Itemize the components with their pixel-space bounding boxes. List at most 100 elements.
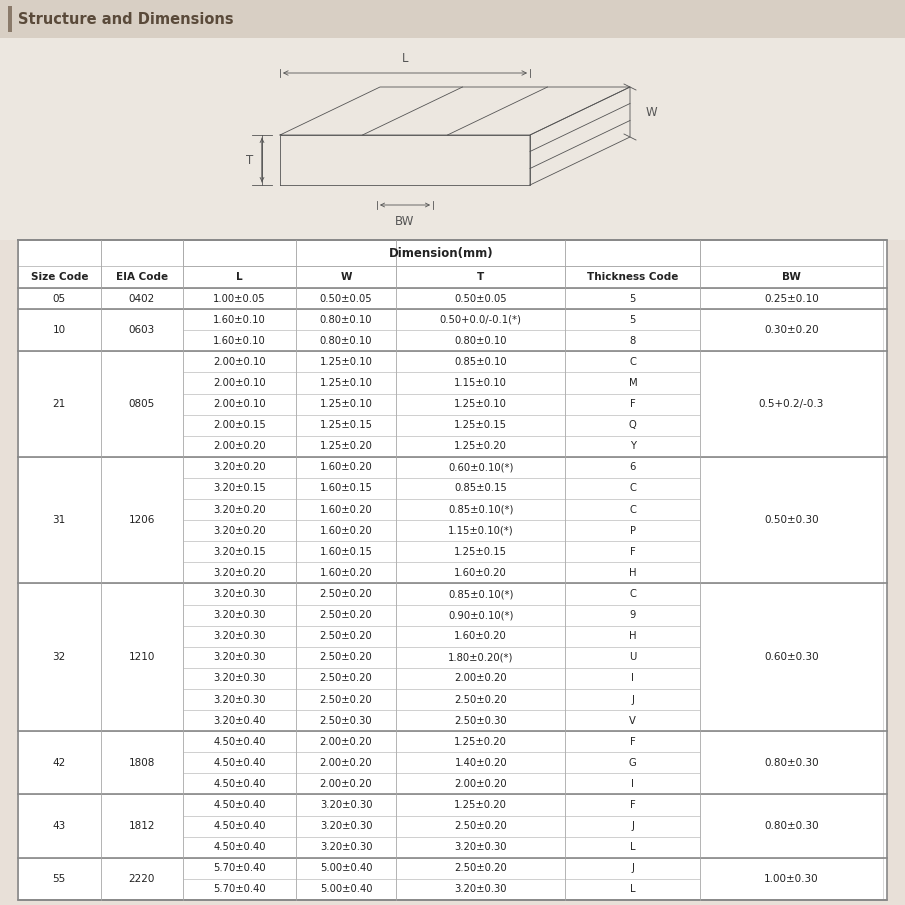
Bar bbox=[296, 351, 396, 373]
Bar bbox=[183, 435, 296, 457]
Text: 3.20±0.30: 3.20±0.30 bbox=[214, 673, 266, 683]
Bar bbox=[18, 457, 100, 584]
Bar bbox=[396, 689, 566, 710]
Text: 3.20±0.30: 3.20±0.30 bbox=[214, 631, 266, 642]
Text: J: J bbox=[632, 821, 634, 831]
Bar bbox=[18, 310, 100, 351]
Bar bbox=[566, 478, 700, 499]
Bar bbox=[100, 795, 183, 858]
Bar bbox=[566, 310, 700, 330]
Bar bbox=[296, 310, 396, 330]
Text: 1808: 1808 bbox=[129, 757, 155, 767]
Bar bbox=[566, 520, 700, 541]
Bar bbox=[566, 625, 700, 647]
Text: 0.80±0.10: 0.80±0.10 bbox=[319, 315, 372, 325]
Text: 4.50±0.40: 4.50±0.40 bbox=[214, 821, 266, 831]
Bar bbox=[183, 520, 296, 541]
Text: 2.50±0.30: 2.50±0.30 bbox=[319, 716, 372, 726]
Text: 3.20±0.30: 3.20±0.30 bbox=[214, 694, 266, 704]
Text: 9: 9 bbox=[630, 610, 636, 620]
Text: M: M bbox=[628, 378, 637, 388]
Text: C: C bbox=[629, 483, 636, 493]
Text: 2.00±0.20: 2.00±0.20 bbox=[454, 673, 507, 683]
Bar bbox=[700, 351, 882, 457]
Text: 1.25±0.10: 1.25±0.10 bbox=[319, 378, 373, 388]
Text: 5.00±0.40: 5.00±0.40 bbox=[319, 863, 372, 873]
Bar bbox=[700, 288, 882, 310]
Text: 0.85±0.10: 0.85±0.10 bbox=[454, 357, 507, 367]
Bar bbox=[296, 584, 396, 605]
Text: T: T bbox=[477, 272, 484, 282]
Bar bbox=[296, 625, 396, 647]
Text: 3.20±0.20: 3.20±0.20 bbox=[214, 568, 266, 578]
Text: 3.20±0.30: 3.20±0.30 bbox=[214, 610, 266, 620]
Bar bbox=[396, 499, 566, 520]
Text: 21: 21 bbox=[52, 399, 66, 409]
Text: 32: 32 bbox=[52, 653, 66, 662]
Bar bbox=[296, 605, 396, 625]
Bar bbox=[296, 541, 396, 562]
Text: 4.50±0.40: 4.50±0.40 bbox=[214, 737, 266, 747]
Bar bbox=[396, 457, 566, 478]
Bar bbox=[296, 668, 396, 689]
Text: 1812: 1812 bbox=[129, 821, 155, 831]
Bar bbox=[183, 605, 296, 625]
Text: 2.50±0.20: 2.50±0.20 bbox=[319, 673, 373, 683]
Bar bbox=[700, 310, 882, 351]
Bar bbox=[566, 858, 700, 879]
Text: 55: 55 bbox=[52, 874, 66, 884]
Bar bbox=[296, 689, 396, 710]
Text: 1.25±0.20: 1.25±0.20 bbox=[454, 800, 507, 810]
Bar bbox=[296, 288, 396, 310]
Bar bbox=[100, 731, 183, 795]
Bar bbox=[183, 288, 296, 310]
Text: 05: 05 bbox=[52, 293, 66, 303]
Text: T: T bbox=[246, 154, 253, 167]
Bar bbox=[183, 689, 296, 710]
Bar bbox=[100, 266, 183, 288]
Bar bbox=[183, 457, 296, 478]
Text: 0.90±0.10(*): 0.90±0.10(*) bbox=[448, 610, 513, 620]
Text: Dimension(mm): Dimension(mm) bbox=[389, 246, 494, 260]
Text: 1.25±0.10: 1.25±0.10 bbox=[319, 357, 373, 367]
Bar bbox=[296, 858, 396, 879]
Bar bbox=[566, 584, 700, 605]
Bar bbox=[183, 499, 296, 520]
Text: 0.50±0.30: 0.50±0.30 bbox=[764, 515, 819, 525]
Text: 2.50±0.20: 2.50±0.20 bbox=[454, 694, 507, 704]
Bar bbox=[396, 373, 566, 394]
Bar bbox=[296, 731, 396, 752]
Bar bbox=[396, 647, 566, 668]
Text: 4.50±0.40: 4.50±0.40 bbox=[214, 779, 266, 789]
Bar bbox=[566, 689, 700, 710]
Bar bbox=[396, 520, 566, 541]
Text: L: L bbox=[402, 52, 408, 65]
Text: 3.20±0.15: 3.20±0.15 bbox=[214, 547, 266, 557]
Bar bbox=[566, 351, 700, 373]
Text: 1.25±0.20: 1.25±0.20 bbox=[319, 442, 373, 452]
Bar bbox=[183, 837, 296, 858]
Bar bbox=[183, 562, 296, 584]
Text: W: W bbox=[340, 272, 352, 282]
Text: 0.60±0.10(*): 0.60±0.10(*) bbox=[448, 462, 513, 472]
Bar bbox=[296, 266, 396, 288]
Text: 1.60±0.20: 1.60±0.20 bbox=[454, 631, 507, 642]
Text: 3.20±0.20: 3.20±0.20 bbox=[214, 505, 266, 515]
Bar bbox=[396, 351, 566, 373]
Bar bbox=[296, 879, 396, 900]
Text: 5.70±0.40: 5.70±0.40 bbox=[214, 863, 266, 873]
Text: 1.60±0.15: 1.60±0.15 bbox=[319, 483, 373, 493]
Bar bbox=[566, 879, 700, 900]
Bar bbox=[183, 394, 296, 414]
Bar bbox=[396, 795, 566, 815]
Text: 2.00±0.20: 2.00±0.20 bbox=[454, 779, 507, 789]
Text: C: C bbox=[629, 505, 636, 515]
Bar bbox=[296, 562, 396, 584]
Bar bbox=[183, 625, 296, 647]
Text: 1.25±0.20: 1.25±0.20 bbox=[454, 737, 507, 747]
Bar bbox=[566, 414, 700, 435]
Bar bbox=[566, 457, 700, 478]
Text: F: F bbox=[630, 399, 635, 409]
Bar bbox=[100, 584, 183, 731]
Text: Y: Y bbox=[630, 442, 636, 452]
